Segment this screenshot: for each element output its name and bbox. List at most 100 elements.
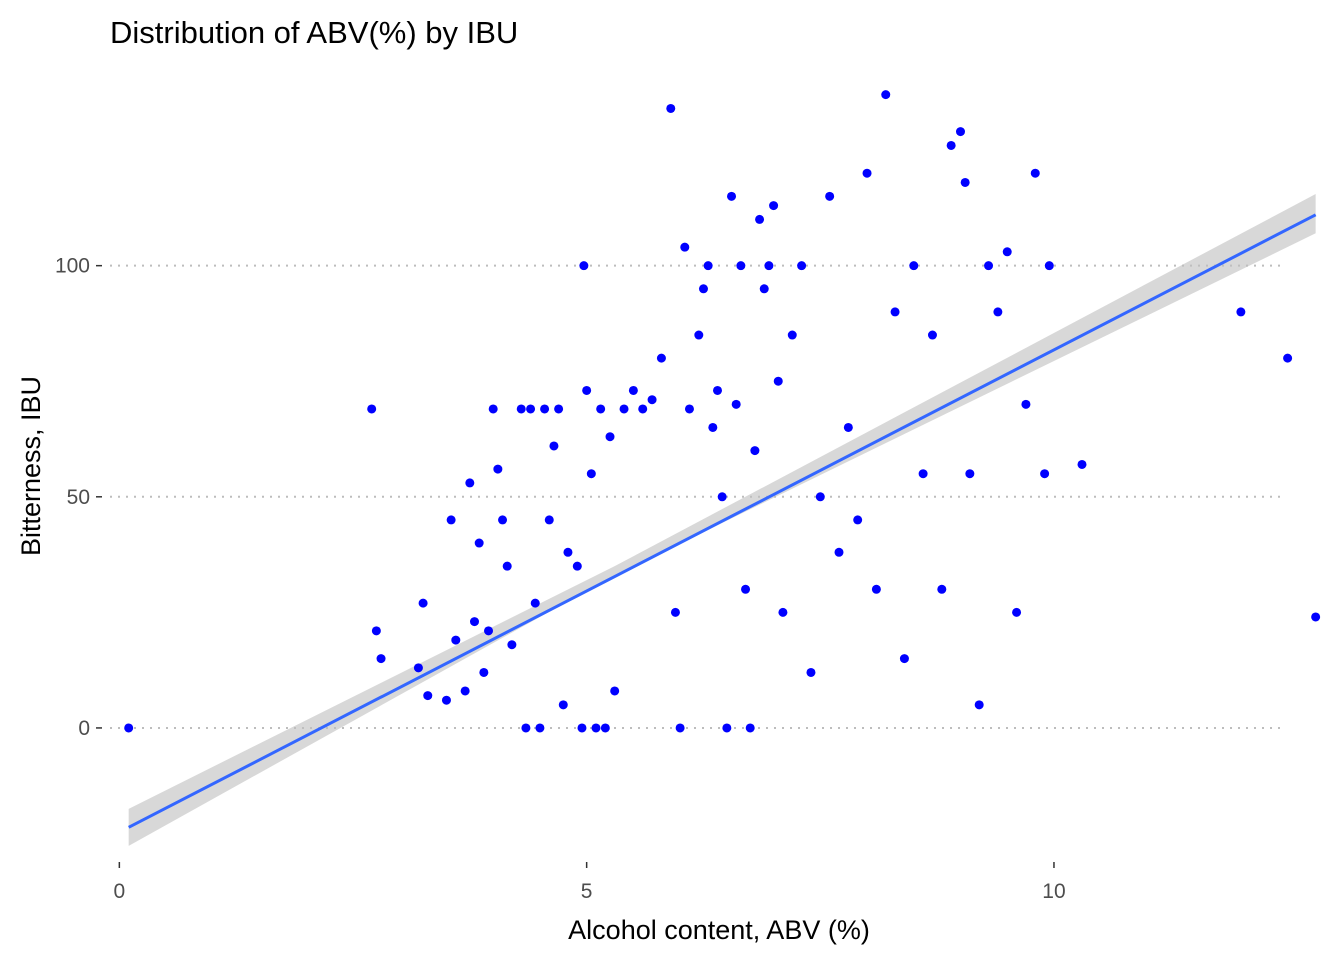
data-point <box>881 90 891 100</box>
data-point <box>591 723 601 733</box>
data-point <box>470 617 479 627</box>
data-point <box>1044 261 1054 271</box>
data-point <box>1012 607 1022 617</box>
data-point <box>769 201 779 211</box>
data-point <box>927 330 937 340</box>
data-point <box>647 395 657 405</box>
data-point <box>596 404 606 414</box>
data-point <box>638 404 648 414</box>
data-point <box>680 242 690 252</box>
data-point <box>418 598 428 608</box>
data-point <box>558 700 568 710</box>
x-tick-label: 0 <box>114 880 126 903</box>
y-tick-label: 0 <box>78 717 90 740</box>
data-point <box>755 214 765 224</box>
data-point <box>498 515 508 525</box>
data-point <box>750 446 760 456</box>
data-point <box>502 561 512 571</box>
data-point <box>544 515 554 525</box>
data-point <box>974 700 984 710</box>
data-point <box>423 691 433 701</box>
y-axis-title: Bitterness, IBU <box>16 376 46 556</box>
data-point <box>586 469 596 479</box>
data-point <box>465 478 475 488</box>
data-point <box>1021 399 1031 409</box>
data-point <box>773 376 783 386</box>
data-point <box>741 584 751 594</box>
data-point <box>984 261 994 271</box>
data-point <box>727 191 737 201</box>
trend-line <box>128 213 1317 829</box>
data-point <box>815 492 825 502</box>
data-point <box>1236 307 1246 317</box>
data-point <box>862 168 872 178</box>
data-point <box>937 584 947 594</box>
data-point <box>1030 168 1040 178</box>
data-point <box>579 261 589 271</box>
data-point <box>376 654 386 664</box>
data-point <box>526 404 536 414</box>
data-point <box>946 140 956 150</box>
data-point <box>1283 353 1293 363</box>
y-tick-label: 50 <box>67 486 90 509</box>
data-point <box>736 261 746 271</box>
data-point <box>367 404 377 414</box>
data-point <box>713 385 722 395</box>
data-point <box>479 667 489 677</box>
data-point <box>540 404 550 414</box>
data-point <box>960 177 970 187</box>
x-tick-label: 10 <box>1042 880 1065 903</box>
data-point <box>474 538 484 548</box>
data-point <box>628 385 638 395</box>
data-point <box>778 607 788 617</box>
data-point <box>890 307 900 317</box>
data-point <box>684 404 694 414</box>
data-point <box>708 422 718 432</box>
data-point <box>731 399 741 409</box>
data-point <box>666 103 676 113</box>
data-point <box>521 723 531 733</box>
data-point <box>956 127 965 137</box>
data-point <box>582 385 592 395</box>
data-point <box>834 547 844 557</box>
data-point <box>717 492 727 502</box>
chart-title: Distribution of ABV(%) by IBU <box>110 15 518 50</box>
data-point <box>853 515 863 525</box>
data-point <box>549 441 559 451</box>
data-points <box>124 90 1321 733</box>
data-point <box>493 464 503 474</box>
data-point <box>698 284 708 294</box>
data-point <box>460 686 470 696</box>
data-point <box>488 404 498 414</box>
data-point <box>535 723 545 733</box>
data-point <box>797 261 807 271</box>
trend-line-group <box>128 213 1317 829</box>
data-point <box>507 640 517 650</box>
data-point <box>124 723 134 733</box>
data-point <box>610 686 620 696</box>
data-point <box>722 723 732 733</box>
data-point <box>656 353 666 363</box>
data-point <box>1077 459 1087 469</box>
data-point <box>899 654 909 664</box>
data-point <box>703 261 713 271</box>
data-point <box>605 432 615 442</box>
data-point <box>1040 469 1050 479</box>
data-point <box>909 261 919 271</box>
y-tick-label: 100 <box>55 255 90 278</box>
data-point <box>694 330 704 340</box>
data-point <box>1002 247 1012 257</box>
data-point <box>554 404 564 414</box>
x-tick-label: 5 <box>581 880 593 903</box>
y-axis-ticks: 0 50 100 <box>55 255 102 740</box>
data-point <box>516 404 526 414</box>
data-point <box>787 330 797 340</box>
data-point <box>764 261 774 271</box>
data-point <box>918 469 928 479</box>
data-point <box>441 695 451 705</box>
data-point <box>619 404 629 414</box>
data-point <box>745 723 755 733</box>
data-point <box>413 663 423 673</box>
data-point <box>871 584 881 594</box>
